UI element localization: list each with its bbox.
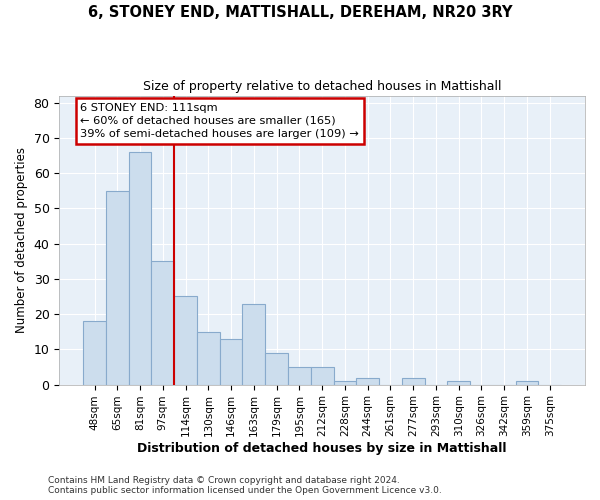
Bar	[197, 332, 220, 384]
Bar	[151, 261, 174, 384]
Bar	[106, 190, 128, 384]
X-axis label: Distribution of detached houses by size in Mattishall: Distribution of detached houses by size …	[137, 442, 507, 455]
Bar	[174, 296, 197, 384]
Text: Contains HM Land Registry data © Crown copyright and database right 2024.
Contai: Contains HM Land Registry data © Crown c…	[48, 476, 442, 495]
Y-axis label: Number of detached properties: Number of detached properties	[15, 147, 28, 333]
Bar	[334, 381, 356, 384]
Bar	[402, 378, 425, 384]
Text: 6, STONEY END, MATTISHALL, DEREHAM, NR20 3RY: 6, STONEY END, MATTISHALL, DEREHAM, NR20…	[88, 5, 512, 20]
Title: Size of property relative to detached houses in Mattishall: Size of property relative to detached ho…	[143, 80, 502, 93]
Bar	[242, 304, 265, 384]
Bar	[288, 367, 311, 384]
Bar	[265, 353, 288, 384]
Bar	[515, 381, 538, 384]
Bar	[356, 378, 379, 384]
Bar	[220, 339, 242, 384]
Bar	[83, 321, 106, 384]
Text: 6 STONEY END: 111sqm
← 60% of detached houses are smaller (165)
39% of semi-deta: 6 STONEY END: 111sqm ← 60% of detached h…	[80, 103, 359, 139]
Bar	[311, 367, 334, 384]
Bar	[128, 152, 151, 384]
Bar	[448, 381, 470, 384]
